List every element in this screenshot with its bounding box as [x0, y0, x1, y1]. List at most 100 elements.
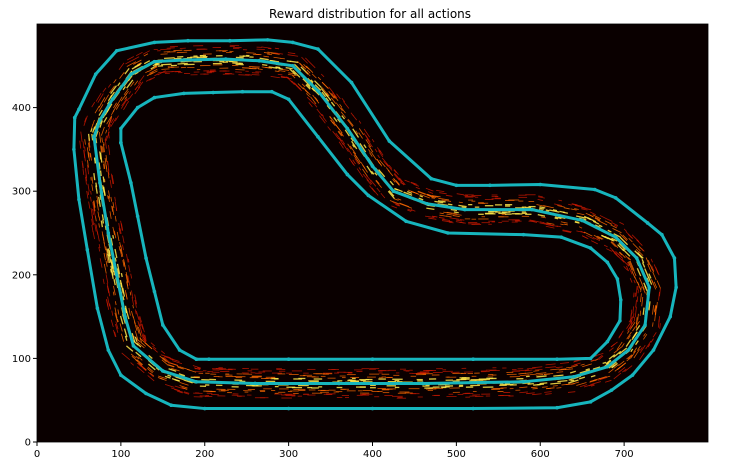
reward-trace	[652, 305, 654, 315]
reward-trace	[354, 154, 362, 164]
outer-border-waypoint	[454, 183, 459, 188]
reward-trace	[106, 282, 110, 294]
reward-trace	[306, 83, 311, 89]
reward-trace	[94, 222, 97, 232]
reward-trace	[549, 209, 560, 213]
reward-trace	[107, 116, 113, 127]
reward-trace	[113, 102, 117, 109]
reward-trace	[374, 148, 378, 153]
reward-trace	[288, 74, 298, 77]
reward-trace	[302, 78, 311, 87]
reward-trace	[352, 115, 358, 121]
reward-trace	[102, 219, 105, 224]
reward-trace	[389, 200, 400, 205]
inner-border-waypoint	[286, 97, 291, 102]
reward-trace	[612, 350, 622, 358]
reward-trace	[556, 371, 564, 373]
center-line-waypoint	[643, 323, 647, 327]
reward-trace	[337, 131, 342, 137]
reward-trace	[623, 266, 629, 271]
reward-trace	[137, 356, 143, 361]
reward-trace	[107, 124, 111, 131]
reward-trace	[625, 255, 630, 260]
inner-border-line	[119, 90, 623, 361]
reward-trace	[539, 206, 546, 209]
reward-trace	[126, 56, 134, 61]
center-line-waypoint	[391, 189, 396, 193]
inner-border-waypoint	[618, 318, 622, 323]
reward-trace	[126, 253, 129, 263]
reward-trace	[118, 246, 121, 251]
reward-trace	[563, 223, 568, 226]
y-tick-label: 400	[12, 103, 31, 114]
reward-trace	[141, 342, 147, 347]
reward-trace	[578, 226, 583, 229]
reward-trace	[626, 331, 632, 340]
reward-trace	[436, 189, 445, 193]
reward-trace	[568, 379, 579, 384]
reward-trace	[326, 92, 330, 97]
inner-border-waypoint	[211, 90, 215, 95]
reward-trace	[293, 63, 302, 72]
reward-trace	[310, 79, 314, 83]
reward-trace	[398, 178, 403, 183]
outer-border-waypoint	[95, 306, 100, 311]
reward-trace	[633, 347, 638, 353]
reward-trace	[438, 217, 445, 219]
reward-trace	[197, 367, 201, 370]
reward-trace	[567, 391, 576, 393]
outer-border-waypoint	[72, 147, 76, 152]
reward-trace	[128, 307, 131, 316]
reward-trace	[530, 386, 538, 389]
reward-trace	[611, 222, 619, 227]
reward-trace	[325, 93, 332, 101]
reward-trace	[134, 80, 139, 86]
inner-border-waypoint	[207, 357, 211, 362]
reward-trace	[608, 347, 614, 352]
reward-trace	[148, 354, 153, 359]
reward-trace	[555, 366, 563, 369]
reward-trace	[613, 364, 619, 369]
reward-trace	[311, 87, 320, 96]
reward-trace	[619, 251, 626, 259]
reward-trace	[592, 236, 601, 242]
reward-trace	[417, 190, 428, 196]
center-line-waypoint	[425, 201, 429, 206]
reward-trace	[338, 130, 343, 136]
reward-trace	[134, 86, 138, 91]
reward-trace	[169, 358, 174, 361]
reward-trace	[114, 301, 117, 306]
reward-trace	[608, 354, 616, 360]
reward-trace	[304, 89, 309, 94]
reward-trace	[314, 97, 319, 102]
reward-trace	[265, 66, 271, 69]
reward-trace	[565, 230, 570, 233]
reward-trace	[111, 310, 114, 316]
reward-trace	[366, 165, 374, 175]
inner-border-waypoint	[588, 356, 593, 361]
reward-trace	[110, 117, 117, 127]
reward-trace	[365, 139, 372, 148]
reward-trace	[164, 375, 171, 379]
reward-trace	[126, 280, 129, 287]
x-tick-label: 600	[531, 449, 550, 460]
reward-trace	[614, 224, 618, 227]
reward-trace	[146, 72, 154, 77]
reward-trace	[656, 280, 661, 289]
reward-trace	[631, 334, 636, 341]
reward-trace	[270, 52, 280, 55]
inner-border-waypoint	[129, 181, 133, 185]
reward-trace	[618, 256, 625, 263]
reward-trace	[453, 211, 459, 214]
reward-trace	[107, 171, 110, 179]
outer-border-waypoint	[169, 403, 173, 408]
reward-trace	[105, 253, 109, 264]
reward-trace	[337, 118, 341, 123]
reward-trace	[121, 333, 125, 342]
reward-trace	[312, 94, 320, 104]
reward-trace	[627, 355, 633, 360]
reward-trace	[106, 299, 109, 307]
center-line-waypoint	[92, 135, 96, 139]
reward-trace	[106, 101, 110, 105]
reward-trace	[350, 137, 354, 142]
